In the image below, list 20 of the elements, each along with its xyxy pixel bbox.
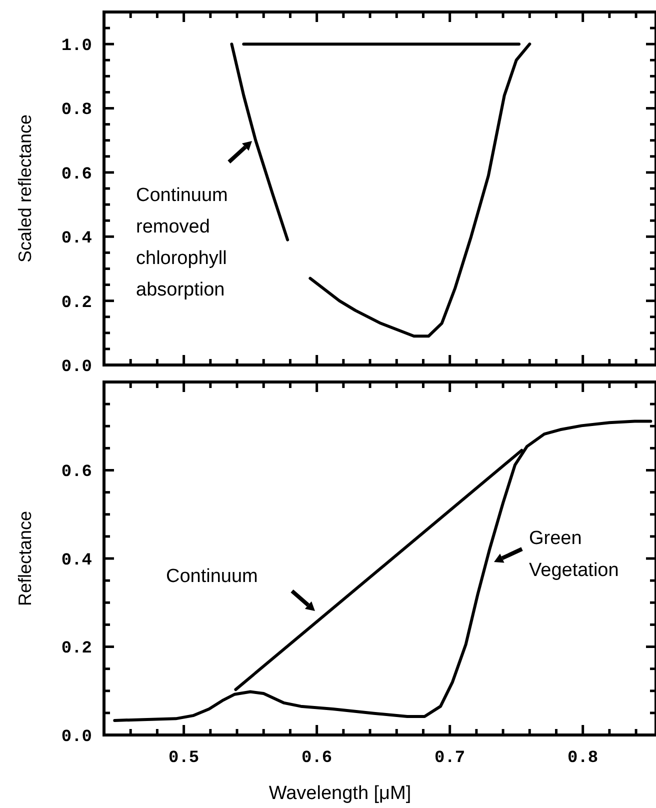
x-tick-label: 0.6 <box>302 749 332 768</box>
y-axis-title: Scaled reflectance <box>15 114 35 263</box>
x-axis-title: Wavelength [μM] <box>268 783 412 804</box>
x-tick-label: 0.8 <box>568 749 598 768</box>
annotation: Continuum <box>166 566 258 587</box>
y-tick-label: 0.6 <box>61 463 92 482</box>
y-tick-label: 0.4 <box>61 551 92 570</box>
y-tick-label: 0.0 <box>61 358 92 377</box>
y-axis-title: Reflectance <box>15 510 35 606</box>
y-tick-label: 0.8 <box>61 101 92 120</box>
x-tick-label: 0.7 <box>434 749 466 768</box>
y-tick-label: 0.4 <box>61 230 92 249</box>
annotation: Green Vegetation <box>529 528 619 581</box>
y-tick-label: 0.2 <box>61 294 92 313</box>
y-tick-label: 1.0 <box>61 37 92 56</box>
x-tick-label: 0.5 <box>168 749 200 768</box>
annotation: Continuum removed chlorophyll absorption <box>136 185 228 300</box>
y-tick-label: 0.2 <box>61 640 92 659</box>
y-tick-label: 0.0 <box>61 728 92 747</box>
y-tick-label: 0.6 <box>61 165 92 184</box>
